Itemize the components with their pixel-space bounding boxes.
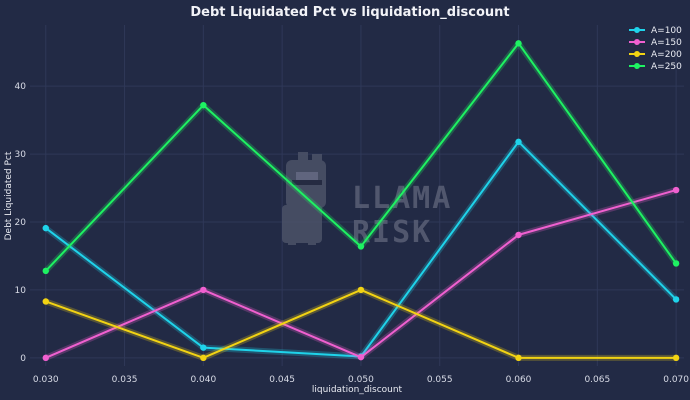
chart-title: Debt Liquidated Pct vs liquidation_disco… (190, 5, 509, 20)
legend-label: A=250 (651, 62, 682, 72)
legend-swatch-marker (634, 51, 640, 57)
data-point (672, 260, 680, 267)
data-point (515, 40, 522, 47)
x-tick-label: 0.045 (269, 375, 295, 385)
x-tick-label: 0.030 (33, 375, 59, 385)
x-tick-label: 0.065 (584, 375, 610, 385)
data-point (200, 101, 207, 109)
y-axis-title: Debt Liquidated Pct (4, 151, 14, 240)
x-tick-label: 0.040 (190, 375, 216, 385)
data-point (42, 298, 49, 305)
y-tick-labels: 0 10 20 30 40 (15, 82, 27, 364)
y-tick-label: 20 (15, 218, 27, 228)
data-point (357, 243, 365, 250)
data-point (357, 353, 365, 361)
data-point (42, 354, 49, 362)
watermark-line2: RISK (352, 215, 432, 250)
x-tick-label: 0.035 (112, 375, 138, 385)
legend-swatch-marker (634, 39, 640, 45)
legend-label: A=150 (651, 38, 682, 48)
data-point (200, 286, 207, 294)
y-tick-label: 30 (15, 150, 27, 160)
watermark-line1: LLAMA (352, 181, 452, 216)
legend-swatch-marker (634, 63, 640, 69)
x-tick-label: 0.060 (506, 375, 532, 385)
llama-logo-icon (282, 152, 326, 245)
legend-label: A=100 (651, 26, 682, 36)
llama-risk-watermark: LLAMA RISK (282, 152, 452, 250)
data-point (672, 186, 680, 194)
data-point (200, 344, 207, 351)
x-axis-title: liquidation_discount (312, 385, 403, 395)
data-point (515, 354, 522, 362)
data-point (42, 267, 49, 275)
data-point (357, 286, 365, 294)
series-a-200 (42, 286, 680, 362)
axes: 0.030 0.035 0.040 0.045 0.050 0.055 0.060 0.065… (15, 82, 690, 385)
y-tick-label: 10 (15, 286, 27, 296)
x-tick-label: 0.055 (427, 375, 453, 385)
legend: A=100 A=150 A=200 A=250 (629, 26, 682, 72)
data-point (515, 231, 522, 239)
data-point (672, 296, 680, 303)
x-tick-label: 0.070 (663, 375, 689, 385)
data-point (200, 354, 207, 362)
x-tick-labels: 0.030 0.035 0.040 0.045 0.050 0.055 0.060 0.065… (33, 375, 689, 385)
y-tick-label: 0 (20, 354, 26, 364)
series-a-250 (42, 40, 680, 275)
data-point (515, 138, 522, 146)
legend-swatch-marker (634, 27, 640, 33)
x-tick-label: 0.050 (348, 375, 374, 385)
series-a-150 (42, 186, 680, 362)
legend-label: A=200 (651, 50, 682, 60)
series-lines (42, 40, 680, 362)
y-tick-label: 40 (15, 82, 27, 92)
data-point (42, 224, 49, 232)
data-point (672, 354, 680, 362)
